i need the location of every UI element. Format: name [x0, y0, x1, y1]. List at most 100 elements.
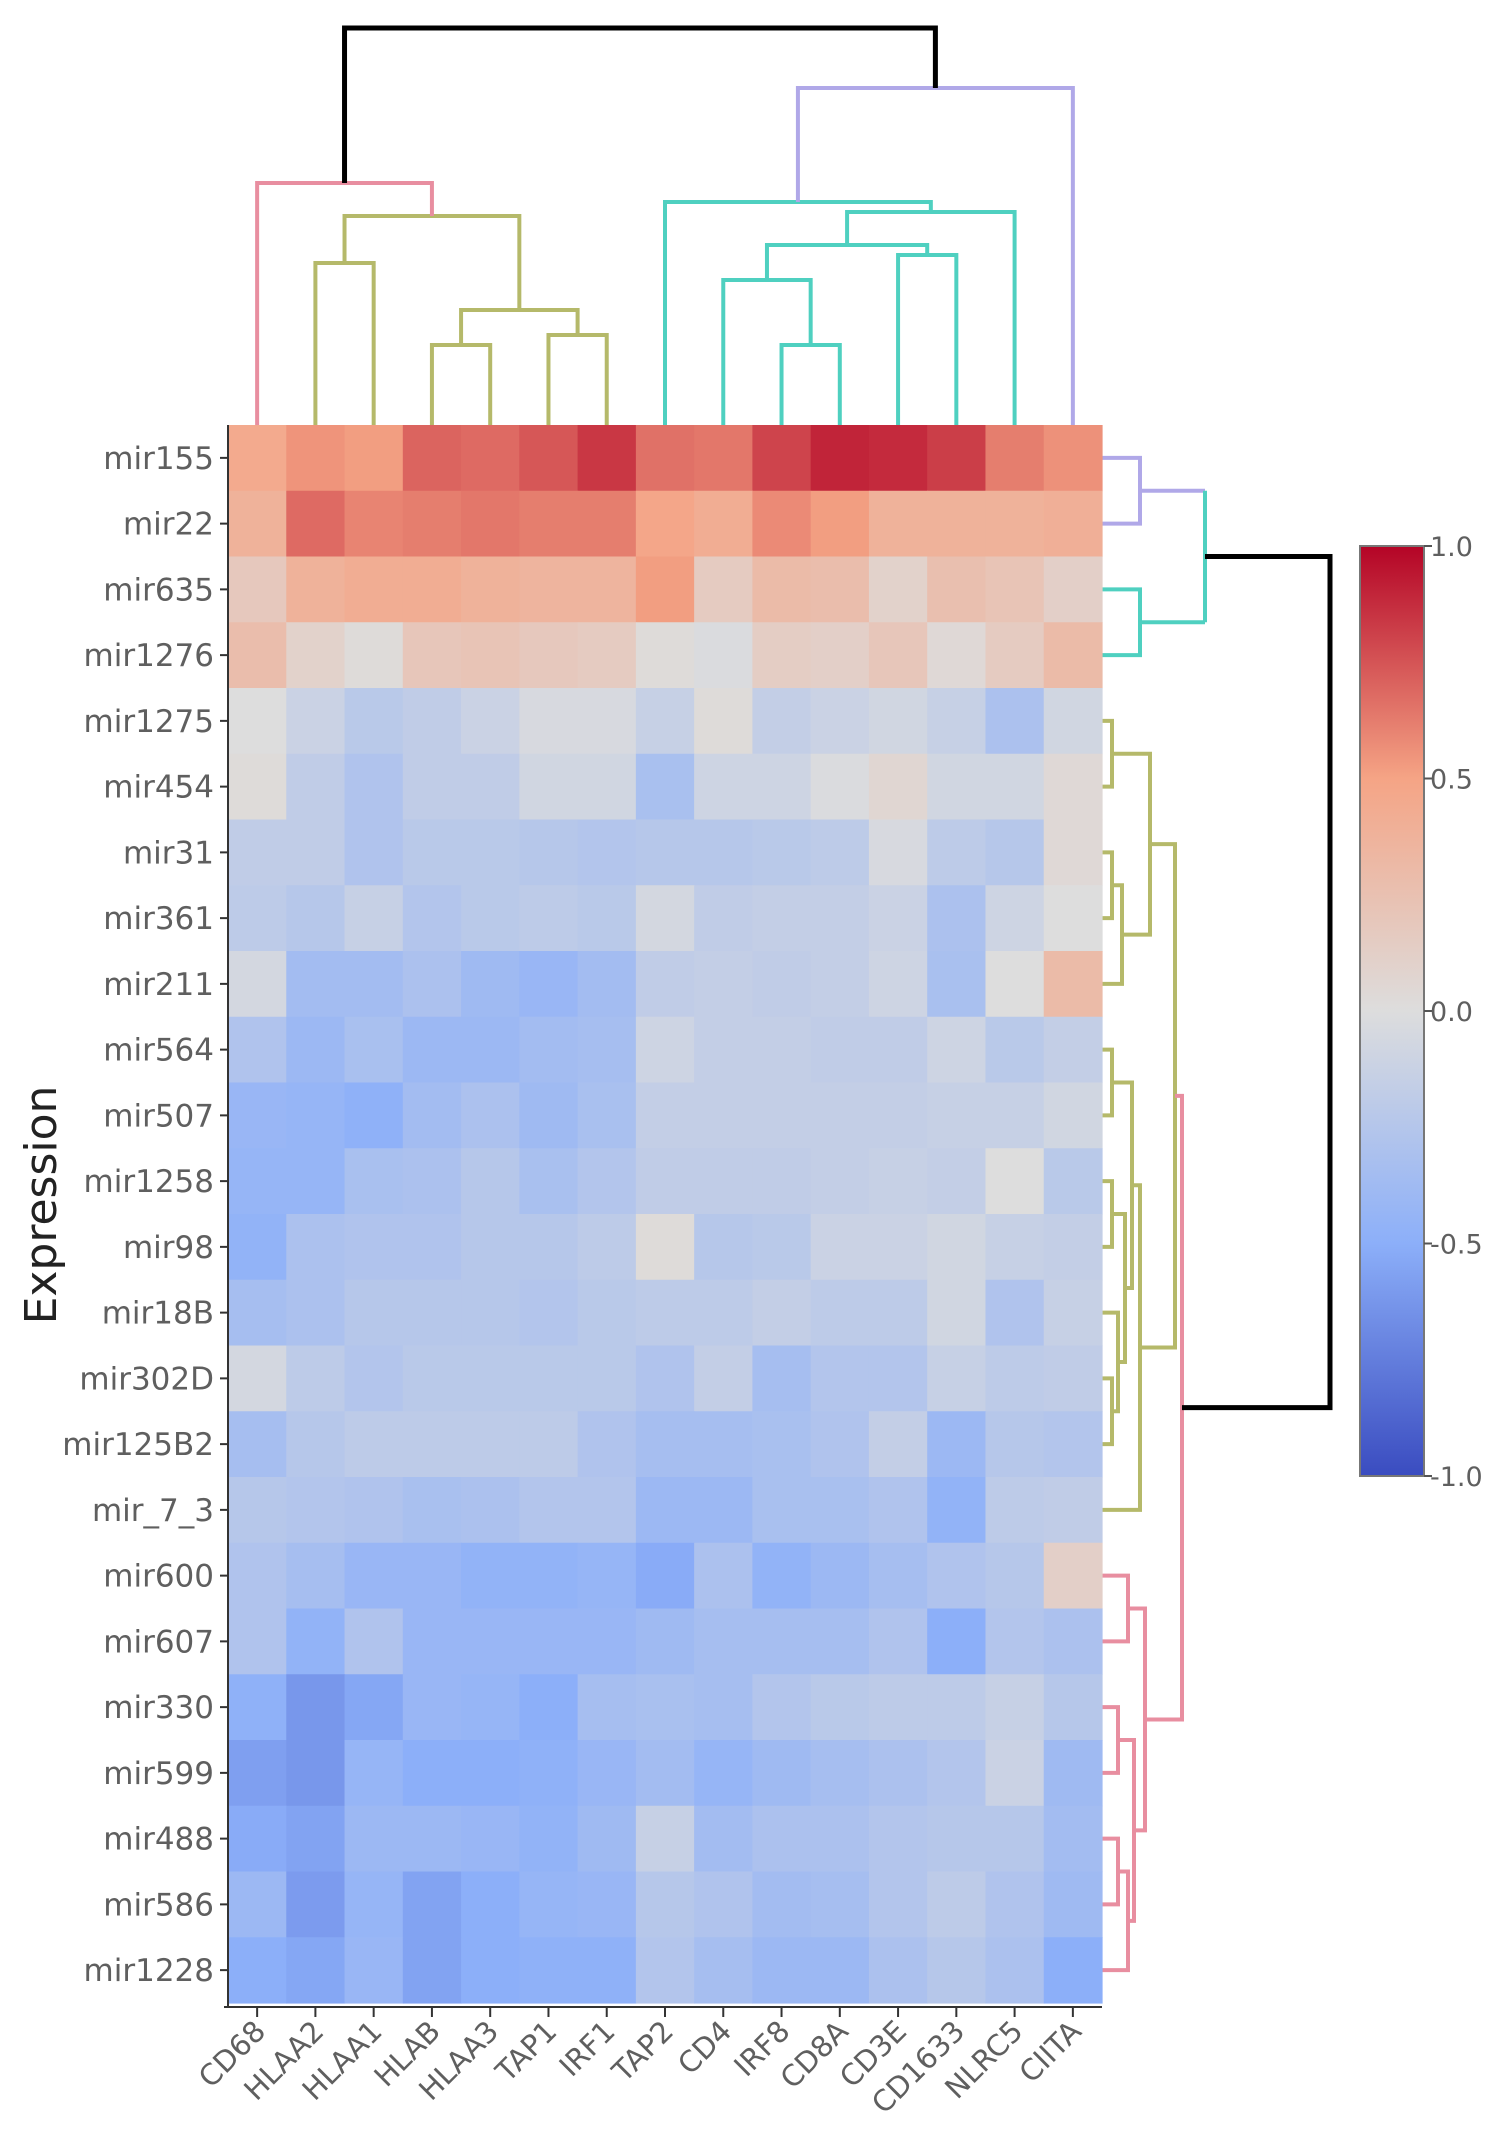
- heatmap-cell: [344, 753, 404, 821]
- heatmap-cell: [577, 490, 637, 558]
- heatmap-cell: [635, 425, 695, 492]
- heatmap-cell: [810, 425, 870, 492]
- heatmap-cell: [927, 885, 987, 952]
- heatmap-cell: [635, 1411, 695, 1478]
- dendrogram-link: [1102, 1869, 1130, 1973]
- dendrogram-link: [1102, 1376, 1114, 1447]
- heatmap-cell: [286, 688, 346, 755]
- heatmap-cell: [344, 1345, 404, 1412]
- row-label: mir1275: [84, 704, 214, 740]
- heatmap-cell: [461, 688, 520, 755]
- heatmap-cell: [868, 556, 928, 623]
- colorbar-tick-label: -0.5: [1430, 1230, 1483, 1261]
- heatmap-cell: [344, 1411, 404, 1478]
- heatmap-cell: [519, 1214, 579, 1281]
- heatmap-cell: [927, 1477, 987, 1544]
- heatmap-cell: [286, 425, 346, 492]
- heatmap-cell: [402, 1477, 462, 1544]
- heatmap-cell: [694, 1082, 753, 1149]
- heatmap-cell: [985, 622, 1045, 689]
- dendrogram-link: [1182, 554, 1333, 1411]
- heatmap-cell: [402, 425, 462, 492]
- row-label: mir22: [123, 507, 214, 543]
- heatmap-cell: [344, 1477, 404, 1544]
- dendrogram-link: [1112, 1080, 1134, 1290]
- heatmap-cell: [577, 753, 637, 821]
- row-label: mir302D: [79, 1361, 214, 1397]
- heatmap-cell: [577, 819, 637, 886]
- heatmap-cell: [927, 1214, 987, 1281]
- heatmap-cell: [1043, 1082, 1103, 1149]
- heatmap-cell: [344, 1082, 404, 1149]
- heatmap-cell: [1043, 1608, 1103, 1675]
- heatmap-cell: [810, 1016, 870, 1084]
- column-label: CIITA: [1012, 2014, 1088, 2090]
- heatmap-cell: [461, 951, 520, 1018]
- dendrogram-link: [1140, 842, 1177, 1350]
- heatmap-cell: [577, 1214, 637, 1281]
- heatmap-cell: [228, 1937, 287, 2004]
- heatmap-cell: [286, 622, 346, 689]
- heatmap-cell: [927, 819, 987, 886]
- heatmap-cell: [927, 425, 987, 492]
- heatmap-cell: [461, 885, 520, 952]
- heatmap-cell: [635, 1871, 695, 1938]
- heatmap-cell: [286, 490, 346, 558]
- heatmap-cell: [752, 1279, 812, 1347]
- row-label: mir635: [103, 572, 214, 608]
- heatmap-cell: [635, 1345, 695, 1412]
- heatmap-cell: [577, 1871, 637, 1938]
- heatmap-cell: [519, 1477, 579, 1544]
- dendrogram-link: [1102, 1183, 1142, 1512]
- heatmap-cell: [228, 1542, 287, 1610]
- heatmap-cell: [810, 1608, 870, 1675]
- row-label: mir564: [103, 1033, 214, 1069]
- heatmap-cell: [752, 1148, 812, 1215]
- dendrogram-link: [721, 278, 813, 425]
- heatmap-cell: [286, 1082, 346, 1149]
- heatmap-cell: [752, 1937, 812, 2004]
- heatmap-cell: [810, 1148, 870, 1215]
- heatmap-cell: [344, 1608, 404, 1675]
- heatmap-cell: [344, 951, 404, 1018]
- heatmap-cell: [286, 1871, 346, 1938]
- heatmap-cell: [344, 819, 404, 886]
- heatmap-cell: [286, 1016, 346, 1084]
- heatmap-cell: [1043, 1279, 1103, 1347]
- heatmap-cell: [344, 1279, 404, 1347]
- heatmap-cell: [286, 556, 346, 623]
- heatmap-cell: [1043, 1214, 1103, 1281]
- heatmap-cell: [985, 1148, 1045, 1215]
- dendrogram-link: [313, 261, 376, 425]
- heatmap-cell: [752, 1871, 812, 1938]
- heatmap-cell: [868, 1871, 928, 1938]
- heatmap-cell: [519, 425, 579, 492]
- heatmap-cell: [228, 556, 287, 623]
- heatmap-cell: [635, 819, 695, 886]
- heatmap-cell: [868, 490, 928, 558]
- heatmap-cell: [1043, 490, 1103, 558]
- dendrogram-link: [1128, 1606, 1147, 1833]
- heatmap-cell: [286, 1542, 346, 1610]
- heatmap-cell: [519, 1148, 579, 1215]
- heatmap-cell: [286, 819, 346, 886]
- heatmap-cell: [635, 753, 695, 821]
- row-label: mir586: [103, 1887, 214, 1923]
- dendrogram-link: [1102, 1705, 1120, 1775]
- heatmap-cell: [985, 1871, 1045, 1938]
- heatmap-cell: [577, 688, 637, 755]
- heatmap-cell: [344, 1016, 404, 1084]
- heatmap-cell: [461, 1740, 520, 1807]
- dendrogram-link: [429, 343, 493, 425]
- heatmap-cell: [694, 1279, 753, 1347]
- colorbar-gradient: [1359, 545, 1425, 1477]
- heatmap-cell: [577, 1805, 637, 1873]
- row-label: mir488: [103, 1822, 214, 1858]
- dendrogram-link: [779, 343, 842, 425]
- heatmap-cell: [752, 556, 812, 623]
- heatmap-cell: [519, 1937, 579, 2004]
- heatmap-cell: [286, 1805, 346, 1873]
- heatmap-cell: [868, 1411, 928, 1478]
- heatmap-cell: [985, 425, 1045, 492]
- heatmap-cell: [402, 1805, 462, 1873]
